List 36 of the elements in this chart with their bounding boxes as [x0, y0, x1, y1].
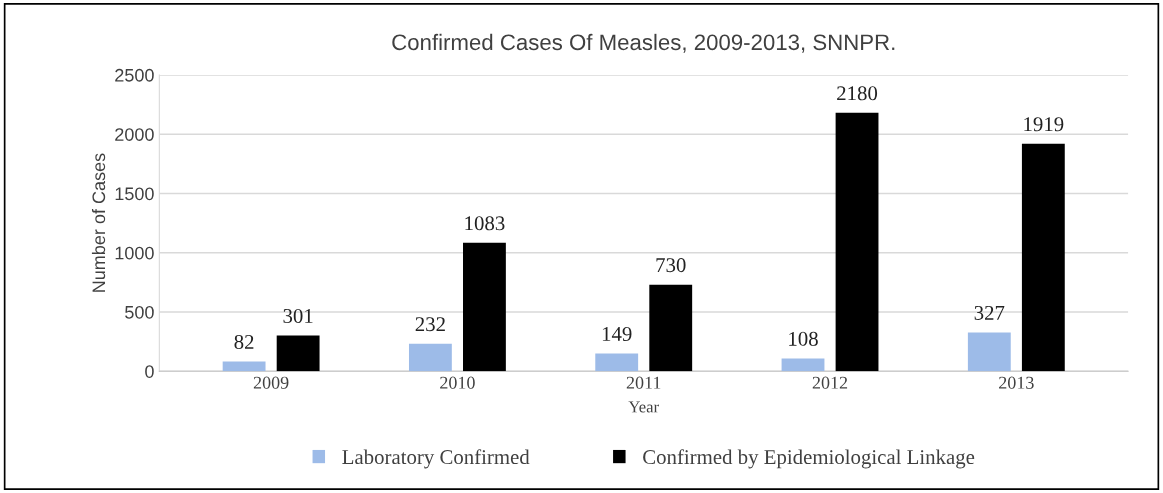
y-tick-label: 2500	[115, 68, 154, 82]
bar	[222, 361, 266, 372]
bar	[835, 112, 879, 372]
x-axis-title: Year	[628, 401, 659, 413]
bar	[781, 358, 825, 372]
x-tick-label: 2010	[440, 376, 475, 389]
y-tick-label: 2000	[115, 128, 154, 141]
x-tick-label: 2011	[626, 376, 661, 389]
bar	[463, 242, 506, 372]
legend-label: Laboratory Confirmed	[342, 449, 530, 469]
y-tick-label: 1500	[115, 187, 154, 201]
data-label: 1919	[1024, 117, 1064, 132]
bar	[595, 353, 639, 372]
data-label: 2180	[837, 86, 878, 101]
x-tick-label: 2012	[812, 376, 848, 389]
data-label: 730	[656, 258, 686, 273]
legend-label: Confirmed by Epidemiological Linkage	[643, 449, 975, 469]
data-label: 149	[602, 327, 632, 341]
x-tick-label: 2013	[999, 376, 1034, 389]
data-label: 327	[974, 305, 1005, 320]
y-axis-title: Number of Cases	[91, 153, 106, 292]
data-label: 301	[283, 308, 313, 323]
data-label: 1083	[465, 216, 505, 231]
data-label: 232	[415, 317, 445, 332]
y-tick-label: 500	[125, 305, 154, 319]
bar	[408, 343, 452, 372]
data-label: 108	[789, 331, 818, 346]
bar	[1021, 143, 1065, 372]
chart-title: Confirmed Cases Of Measles, 2009-2013, SNNPR.	[392, 33, 895, 53]
y-tick-label: 0	[145, 365, 154, 378]
bar	[276, 335, 320, 372]
bar	[967, 332, 1011, 372]
bar	[649, 284, 693, 372]
y-tick-label: 1000	[115, 246, 154, 260]
data-label: 82	[234, 334, 254, 349]
x-tick-label: 2009	[253, 376, 289, 389]
